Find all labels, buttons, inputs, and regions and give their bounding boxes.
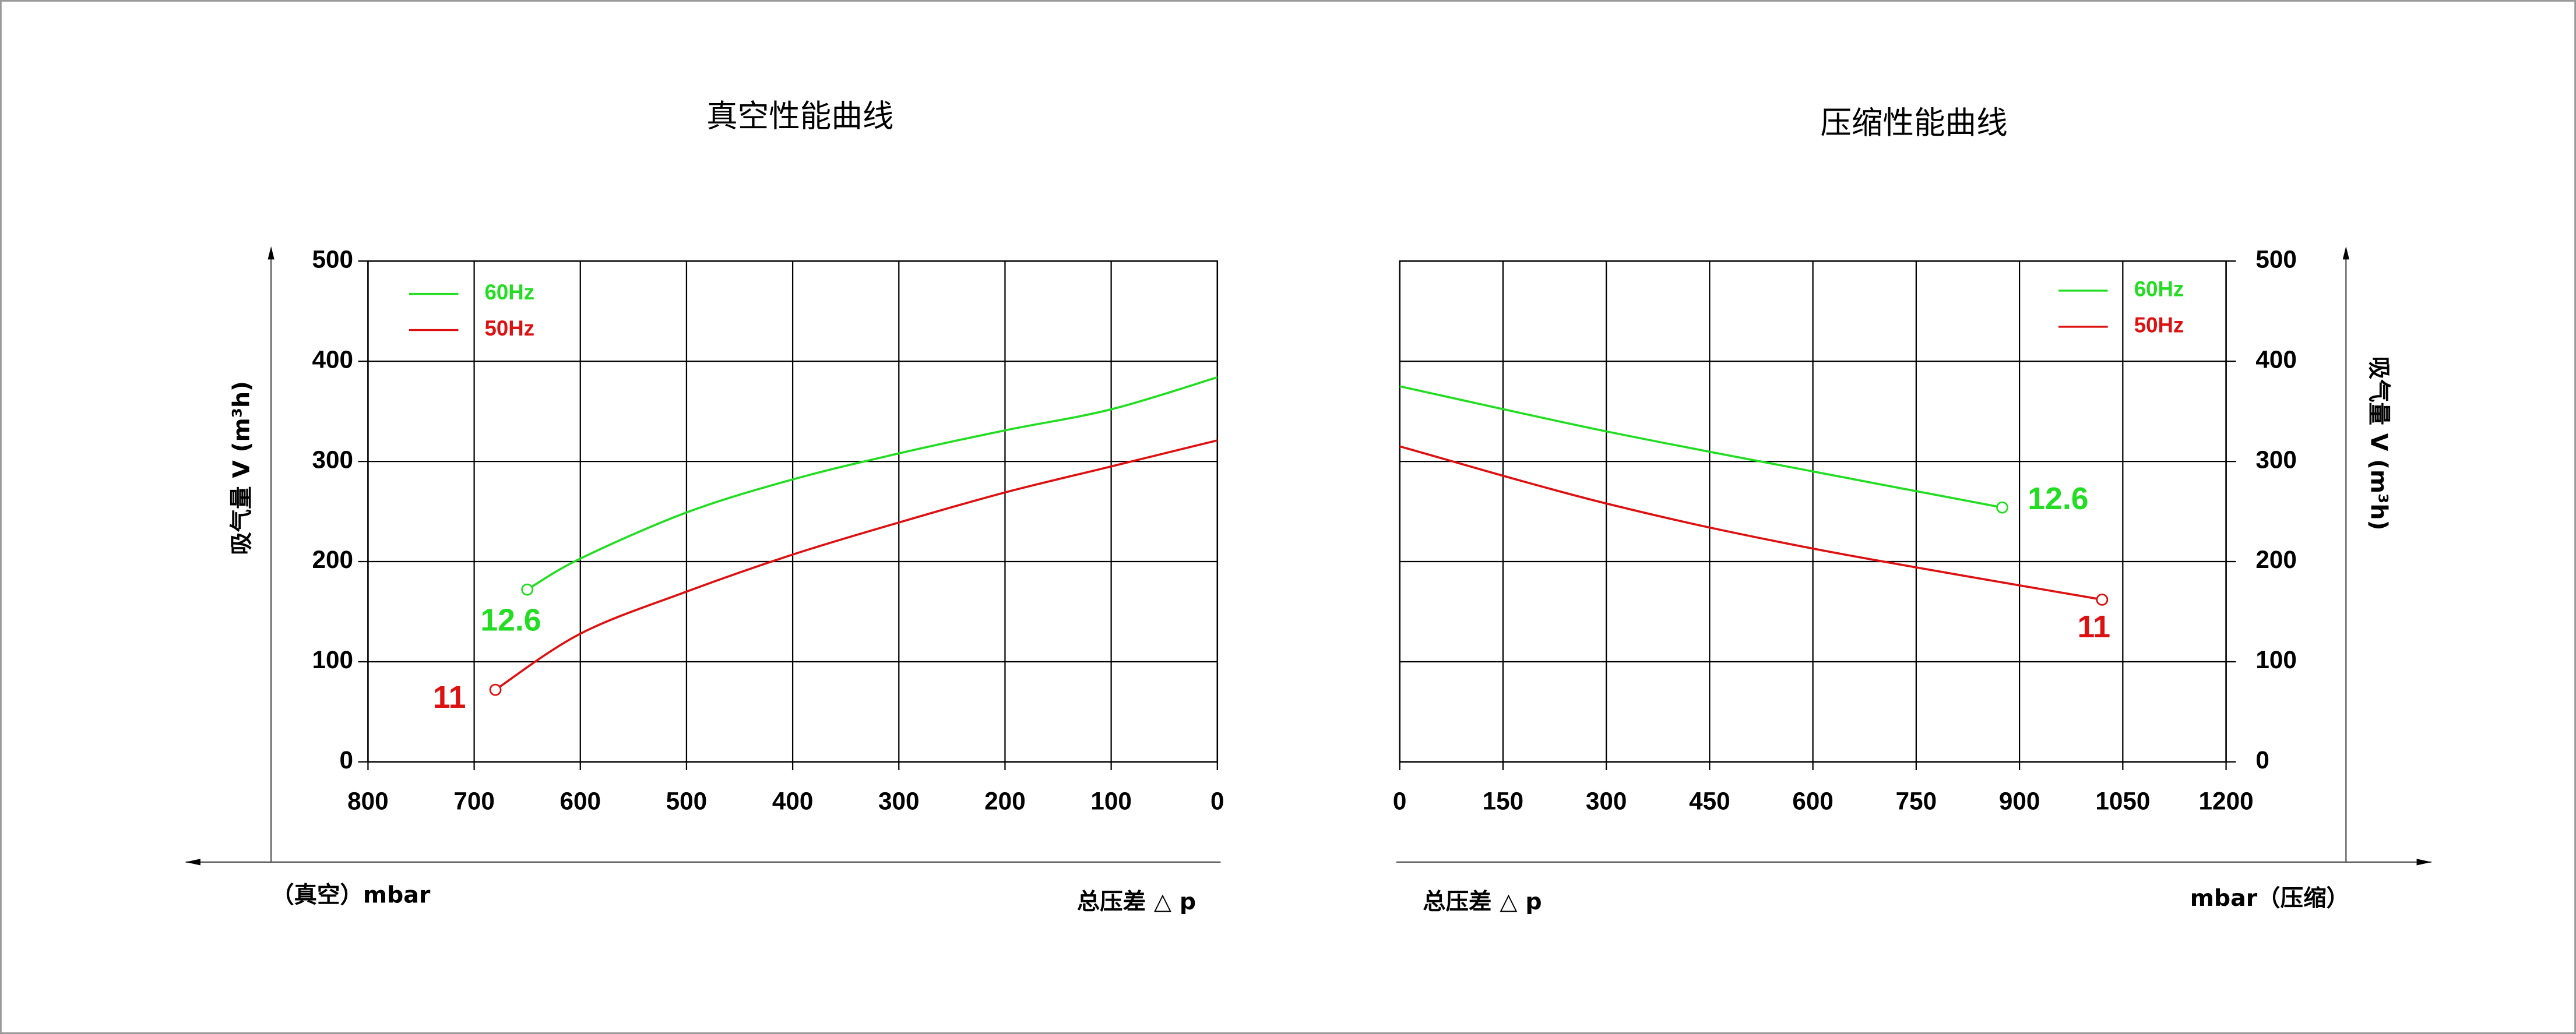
data-line bbox=[1399, 385, 2003, 509]
x-tick-label: 150 bbox=[1483, 788, 1524, 815]
axis-arrow bbox=[185, 859, 200, 866]
y-tick-label: 200 bbox=[2255, 546, 2297, 573]
x-tick-label: 1200 bbox=[2199, 788, 2254, 815]
x-tick-label: 200 bbox=[984, 788, 1026, 815]
y-tick-label: 0 bbox=[2255, 746, 2269, 774]
data-line bbox=[526, 376, 1218, 591]
x-tick-label: 900 bbox=[1999, 788, 2040, 815]
x-tick-label: 750 bbox=[1896, 788, 1937, 815]
annotation: 12.6 bbox=[2028, 482, 2088, 516]
x-tick-label: 700 bbox=[453, 788, 495, 815]
x-tick-label: 1050 bbox=[2095, 788, 2150, 815]
x-tick-label: 0 bbox=[1393, 788, 1407, 815]
y-tick-label: 400 bbox=[312, 345, 354, 373]
annotation: 11 bbox=[2077, 610, 2110, 644]
y-tick-label: 100 bbox=[2255, 646, 2297, 673]
axis-arrow bbox=[268, 246, 275, 260]
plot-frame bbox=[367, 260, 1219, 763]
unit-label: （真空）mbar bbox=[271, 882, 431, 909]
x-tick-label: 600 bbox=[1792, 788, 1834, 815]
chart-title: 真空性能曲线 bbox=[706, 98, 893, 135]
axis-arrow bbox=[2416, 859, 2431, 866]
y-axis-label: 吸气量 V (m³h) bbox=[2365, 357, 2392, 531]
y-axis-label: 吸气量 V (m³h) bbox=[228, 381, 255, 555]
chart-title: 压缩性能曲线 bbox=[1820, 104, 2007, 141]
annotation: 12.6 bbox=[480, 604, 541, 638]
end-point bbox=[1996, 501, 2008, 514]
y-tick-label: 500 bbox=[312, 245, 354, 273]
end-point bbox=[521, 583, 534, 596]
x-tick-label: 300 bbox=[1586, 788, 1627, 815]
end-point bbox=[489, 683, 502, 696]
x-axis-label: 总压差 △ p bbox=[1423, 888, 1542, 915]
legend-label: 50Hz bbox=[2134, 313, 2184, 337]
unit-label: mbar（压缩） bbox=[2190, 885, 2349, 912]
legend-label: 50Hz bbox=[485, 316, 535, 340]
data-line bbox=[495, 439, 1218, 691]
legend-label: 60Hz bbox=[2134, 277, 2184, 301]
y-tick-label: 500 bbox=[2255, 245, 2297, 273]
plot-frame bbox=[1399, 260, 2227, 763]
x-tick-label: 100 bbox=[1090, 788, 1132, 815]
x-tick-label: 0 bbox=[1210, 788, 1224, 815]
end-point bbox=[2096, 593, 2109, 606]
x-tick-label: 600 bbox=[560, 788, 601, 815]
legend-label: 60Hz bbox=[485, 280, 535, 304]
data-line bbox=[1399, 445, 2103, 601]
y-tick-label: 100 bbox=[312, 646, 354, 673]
x-axis-label: 总压差 △ p bbox=[1077, 888, 1196, 915]
x-tick-label: 450 bbox=[1689, 788, 1730, 815]
y-tick-label: 400 bbox=[2255, 345, 2297, 373]
y-tick-label: 0 bbox=[340, 746, 354, 774]
y-tick-label: 300 bbox=[2255, 446, 2297, 473]
x-tick-label: 800 bbox=[347, 788, 389, 815]
x-tick-label: 400 bbox=[772, 788, 814, 815]
x-tick-label: 300 bbox=[878, 788, 920, 815]
axis-arrow bbox=[2342, 246, 2349, 260]
x-tick-label: 500 bbox=[666, 788, 708, 815]
y-tick-label: 200 bbox=[312, 546, 354, 573]
y-tick-label: 300 bbox=[312, 446, 354, 473]
annotation: 11 bbox=[433, 680, 466, 715]
